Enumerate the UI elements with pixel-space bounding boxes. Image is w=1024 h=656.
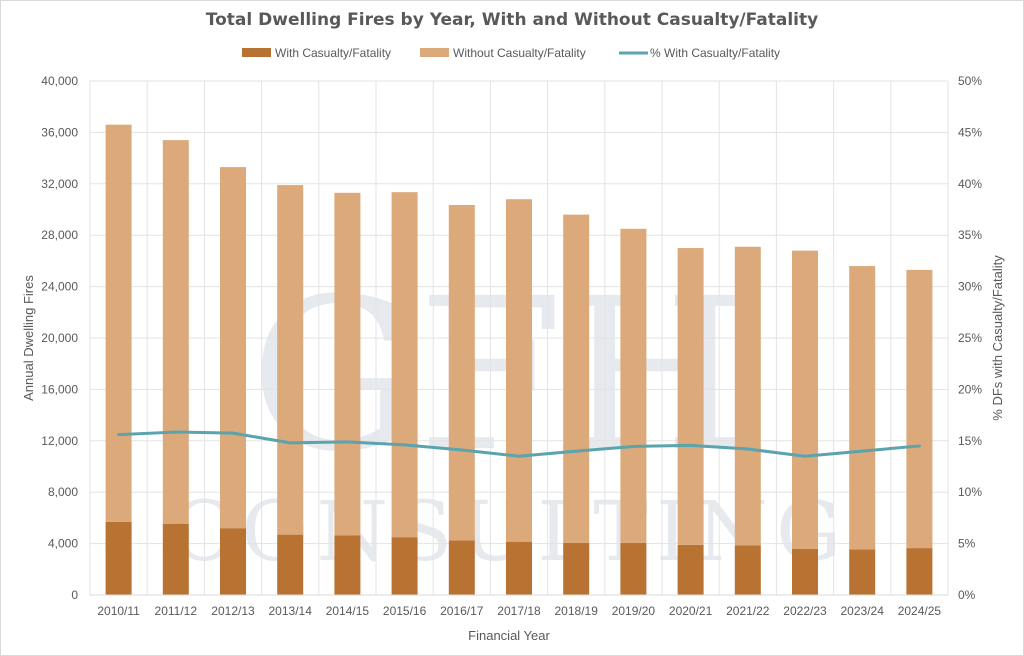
pct-point (117, 433, 121, 437)
bar-with-casualty (162, 523, 189, 595)
axes: 0 4,000 8,000 12,000 16,000 20,000 24,000 28,00… (41, 74, 982, 618)
y-tick-label: 12,000 (41, 434, 78, 448)
y2-tick-label: 5% (958, 537, 976, 551)
bar-with-casualty (391, 537, 418, 595)
y-tick-label: 20,000 (41, 331, 78, 345)
y2-tick-label: 20% (958, 382, 982, 396)
x-tick-label: 2019/20 (612, 604, 656, 618)
bar-with-casualty (849, 549, 876, 595)
x-tick-label: 2021/22 (726, 604, 770, 618)
pct-point (403, 443, 407, 447)
bar-with-casualty (734, 545, 761, 595)
y-tick-label: 24,000 (41, 280, 78, 294)
bar-with-casualty (220, 528, 246, 595)
bar-without-casualty (563, 214, 590, 543)
y2-tick-label: 30% (958, 280, 982, 294)
y2-axis-label: % DFs with Casualty/Fatality (990, 255, 1005, 421)
bars (105, 124, 933, 595)
x-tick-label: 2022/23 (783, 604, 827, 618)
bar-without-casualty (506, 199, 532, 542)
y2-tick-label: 15% (958, 434, 982, 448)
pct-point (803, 454, 807, 458)
bar-without-casualty (734, 246, 761, 546)
bar-with-casualty (792, 548, 818, 595)
bar-with-casualty (906, 548, 933, 595)
x-axis-label: Financial Year (468, 628, 550, 643)
y2-tick-label: 50% (958, 74, 982, 88)
y2-tick-label: 25% (958, 331, 982, 345)
pct-point (631, 444, 635, 448)
bar-with-casualty (563, 542, 590, 595)
legend-label-pct: % With Casualty/Fatality (650, 46, 780, 60)
bar-without-casualty (906, 269, 933, 549)
y2-tick-label: 40% (958, 177, 982, 191)
y-tick-label: 0 (71, 588, 78, 602)
x-tick-label: 2016/17 (440, 604, 484, 618)
y-tick-label: 40,000 (41, 74, 78, 88)
bar-without-casualty (849, 266, 876, 550)
bar-without-casualty (792, 250, 818, 549)
y2-tick-label: 45% (958, 125, 982, 139)
x-tick-label: 2012/13 (211, 604, 255, 618)
bar-without-casualty (448, 205, 475, 541)
bar-with-casualty (448, 540, 475, 595)
pct-point (288, 441, 292, 445)
x-tick-label: 2020/21 (669, 604, 713, 618)
legend-label-with: With Casualty/Fatality (275, 46, 391, 60)
bar-without-casualty (620, 228, 647, 543)
y2-tick-label: 35% (958, 228, 982, 242)
bar-without-casualty (391, 192, 418, 538)
chart-title: Total Dwelling Fires by Year, With and W… (206, 10, 818, 30)
x-tick-label: 2013/14 (269, 604, 313, 618)
pct-point (231, 431, 235, 435)
x-tick-label: 2023/24 (841, 604, 885, 618)
pct-point (746, 447, 750, 451)
legend-label-without: Without Casualty/Fatality (453, 46, 586, 60)
x-tick-label: 2011/12 (155, 604, 198, 618)
bar-without-casualty (677, 248, 704, 545)
legend-swatch-with (242, 48, 271, 57)
x-tick-label: 2010/11 (97, 604, 140, 618)
bar-with-casualty (506, 541, 532, 595)
bar-with-casualty (620, 542, 647, 595)
bar-with-casualty (334, 535, 361, 595)
legend-swatch-without (420, 48, 449, 57)
x-tick-label: 2017/18 (497, 604, 541, 618)
x-tick-label: 2024/25 (898, 604, 942, 618)
pct-point (345, 440, 349, 444)
y-tick-label: 28,000 (41, 228, 78, 242)
bar-with-casualty (277, 534, 304, 595)
y-tick-label: 32,000 (41, 177, 78, 191)
bar-without-casualty (220, 167, 246, 529)
x-tick-label: 2014/15 (326, 604, 370, 618)
x-tick-label: 2018/19 (555, 604, 599, 618)
y-tick-label: 4,000 (48, 537, 78, 551)
legend: With Casualty/Fatality Without Casualty/… (242, 46, 780, 60)
bar-with-casualty (677, 544, 704, 595)
bar-without-casualty (162, 140, 189, 524)
pct-point (574, 449, 578, 453)
pct-point (460, 448, 464, 452)
y2-tick-label: 10% (958, 485, 982, 499)
line-series (117, 430, 921, 458)
pct-point (689, 443, 693, 447)
bar-without-casualty (334, 192, 361, 536)
y-axis-label: Annual Dwelling Fires (21, 275, 36, 401)
watermark-main: GFH (250, 253, 747, 498)
pct-point (917, 444, 921, 448)
pct-point (860, 449, 864, 453)
y-tick-label: 16,000 (41, 382, 78, 396)
y-tick-label: 36,000 (41, 125, 78, 139)
bar-without-casualty (105, 124, 132, 522)
bar-with-casualty (105, 521, 132, 595)
pct-point (517, 454, 521, 458)
bar-without-casualty (277, 185, 304, 535)
y-tick-label: 8,000 (48, 485, 78, 499)
x-tick-label: 2015/16 (383, 604, 427, 618)
pct-point (174, 430, 178, 434)
y2-tick-label: 0% (958, 588, 976, 602)
